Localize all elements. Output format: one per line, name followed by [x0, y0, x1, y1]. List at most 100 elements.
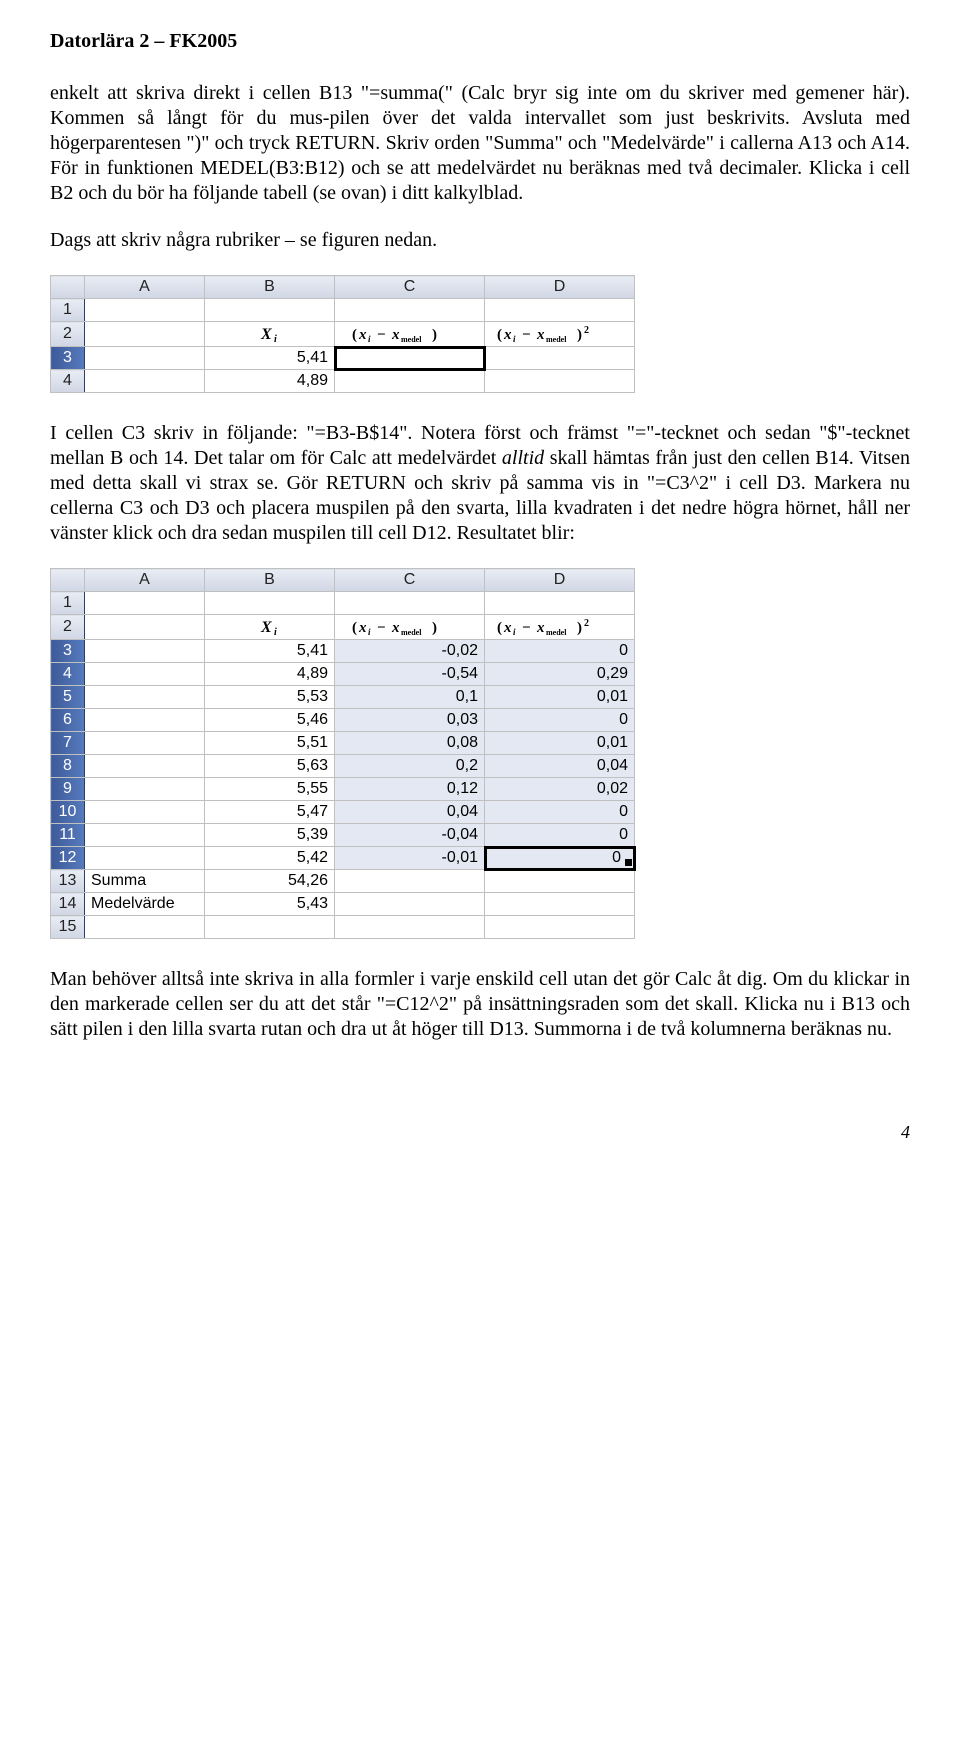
svg-text:medel: medel [546, 628, 567, 637]
cell [85, 663, 205, 686]
row-header: 7 [51, 732, 85, 755]
cell [85, 299, 205, 322]
svg-text:i: i [513, 627, 516, 637]
cell: 4,89 [205, 663, 335, 686]
cell [85, 322, 205, 347]
cell [205, 916, 335, 939]
cell: 5,55 [205, 778, 335, 801]
svg-text:i: i [368, 627, 371, 637]
cell [485, 893, 635, 916]
cell [205, 592, 335, 615]
svg-text:): ) [432, 620, 437, 636]
cell [85, 615, 205, 640]
cell: 5,46 [205, 709, 335, 732]
row-header: 1 [51, 299, 85, 322]
cell: -0,02 [335, 640, 485, 663]
cell [85, 686, 205, 709]
cell [85, 709, 205, 732]
cell [335, 870, 485, 893]
svg-text:i: i [368, 334, 371, 344]
svg-text:(: ( [352, 327, 357, 343]
svg-text:−: − [377, 327, 386, 343]
sheet-corner [51, 569, 85, 592]
svg-text:x: x [503, 620, 512, 636]
cell: 5,41 [205, 640, 335, 663]
svg-text:2: 2 [584, 618, 589, 629]
paragraph-1: enkelt att skriva direkt i cellen B13 "=… [50, 81, 910, 206]
cell [85, 847, 205, 870]
col-header-B: B [205, 276, 335, 299]
col-header-C: C [335, 276, 485, 299]
row-header: 12 [51, 847, 85, 870]
svg-text:x: x [391, 327, 400, 343]
row-header: 1 [51, 592, 85, 615]
cell: 5,47 [205, 801, 335, 824]
cell: 0 [485, 640, 635, 663]
svg-text:x: x [358, 620, 367, 636]
cell-header-sq: (xi−xmedel)2 [485, 322, 635, 347]
row-header: 14 [51, 893, 85, 916]
cell: 0,1 [335, 686, 485, 709]
fill-handle-icon [625, 859, 632, 866]
cell: 0 [485, 801, 635, 824]
cell-header-diff: (xi−xmedel) [335, 615, 485, 640]
doc-title: Datorlära 2 – FK2005 [50, 30, 910, 53]
col-header-A: A [85, 569, 205, 592]
svg-text:x: x [391, 620, 400, 636]
cell-summa-label: Summa [85, 870, 205, 893]
col-header-D: D [485, 569, 635, 592]
text-run-italic: alltid [502, 447, 544, 469]
cell [335, 893, 485, 916]
cell: 5,63 [205, 755, 335, 778]
spreadsheet-2: A B C D 1 2 Xi (xi−xmedel) (xi−xmedel)2 … [50, 568, 635, 939]
cell [485, 916, 635, 939]
cell [335, 916, 485, 939]
cell [485, 592, 635, 615]
cell-selected: 0 [485, 847, 635, 870]
svg-text:medel: medel [546, 335, 567, 344]
cell: 0,01 [485, 686, 635, 709]
svg-text:): ) [432, 327, 437, 343]
paragraph-2: Dags att skriv några rubriker – se figur… [50, 228, 910, 253]
svg-text:(: ( [352, 620, 357, 636]
cell: 0,01 [485, 732, 635, 755]
spreadsheet-1: A B C D 1 2 Xi (xi−xmedel) (xi−xmedel)2 … [50, 275, 635, 393]
cell: 0,2 [335, 755, 485, 778]
cell [85, 801, 205, 824]
cell: -0,01 [335, 847, 485, 870]
cell-header-sq: (xi−xmedel)2 [485, 615, 635, 640]
row-header: 15 [51, 916, 85, 939]
svg-text:X: X [260, 619, 272, 636]
svg-text:(: ( [497, 620, 502, 636]
svg-text:x: x [358, 327, 367, 343]
row-header: 8 [51, 755, 85, 778]
svg-text:i: i [274, 334, 277, 344]
cell [85, 755, 205, 778]
cell: 0,03 [335, 709, 485, 732]
row-header: 11 [51, 824, 85, 847]
cell-selected [335, 347, 485, 370]
cell-header-diff: (xi−xmedel) [335, 322, 485, 347]
cell: 0,02 [485, 778, 635, 801]
col-header-B: B [205, 569, 335, 592]
svg-text:medel: medel [401, 628, 422, 637]
cell [335, 370, 485, 393]
svg-text:medel: medel [401, 335, 422, 344]
cell: 5,51 [205, 732, 335, 755]
cell: 5,42 [205, 847, 335, 870]
cell: 5,39 [205, 824, 335, 847]
cell: 5,43 [205, 893, 335, 916]
cell [85, 370, 205, 393]
svg-text:−: − [522, 327, 531, 343]
svg-text:2: 2 [584, 325, 589, 336]
row-header: 10 [51, 801, 85, 824]
svg-text:i: i [513, 334, 516, 344]
cell [485, 299, 635, 322]
cell [85, 347, 205, 370]
cell: 0,04 [485, 755, 635, 778]
cell [205, 299, 335, 322]
row-header: 9 [51, 778, 85, 801]
svg-text:−: − [522, 620, 531, 636]
row-header: 2 [51, 615, 85, 640]
cell: 5,41 [205, 347, 335, 370]
